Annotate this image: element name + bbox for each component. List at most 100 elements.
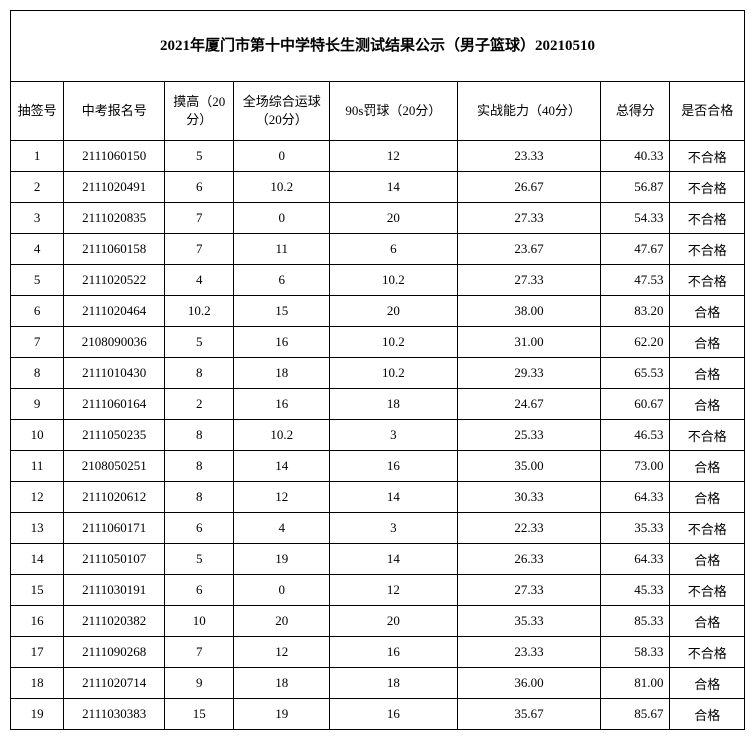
table-row: 12111060150501223.3340.33不合格 [11,141,745,172]
table-cell: 64.33 [601,482,670,513]
table-cell: 9 [165,668,234,699]
table-cell: 4 [165,265,234,296]
table-cell: 18 [234,668,330,699]
table-cell: 18 [11,668,64,699]
table-cell: 19 [11,699,64,730]
table-cell: 62.20 [601,327,670,358]
table-cell: 16 [330,637,458,668]
table-cell: 0 [234,575,330,606]
table-cell: 2111090268 [64,637,165,668]
table-cell: 16 [234,327,330,358]
col-header: 是否合格 [670,82,745,141]
table-cell: 合格 [670,327,745,358]
table-cell: 7 [11,327,64,358]
table-cell: 20 [330,203,458,234]
table-cell: 16 [330,699,458,730]
table-cell: 3 [330,513,458,544]
table-cell: 12 [234,482,330,513]
table-cell: 14 [11,544,64,575]
table-body: 12111060150501223.3340.33不合格221110204916… [11,141,745,730]
table-cell: 合格 [670,544,745,575]
table-cell: 17 [11,637,64,668]
table-cell: 10 [165,606,234,637]
table-row: 152111030191601227.3345.33不合格 [11,575,745,606]
table-cell: 23.67 [457,234,601,265]
table-cell: 2 [11,172,64,203]
table-row: 8211101043081810.229.3365.53合格 [11,358,745,389]
table-cell: 6 [234,265,330,296]
table-cell: 10.2 [165,296,234,327]
table-cell: 20 [330,606,458,637]
table-cell: 58.33 [601,637,670,668]
table-cell: 12 [330,141,458,172]
col-header: 抽签号 [11,82,64,141]
table-cell: 1 [11,141,64,172]
table-head: 2021年厦门市第十中学特长生测试结果公示（男子篮球）20210510 抽签号 … [11,11,745,141]
table-cell: 2111020382 [64,606,165,637]
table-cell: 23.33 [457,141,601,172]
table-cell: 15 [165,699,234,730]
table-row: 16211102038210202035.3385.33合格 [11,606,745,637]
table-cell: 35.67 [457,699,601,730]
table-cell: 2111060150 [64,141,165,172]
table-cell: 0 [234,141,330,172]
table-cell: 46.53 [601,420,670,451]
table-cell: 38.00 [457,296,601,327]
col-header: 实战能力（40分） [457,82,601,141]
page-wrap: 2021年厦门市第十中学特长生测试结果公示（男子篮球）20210510 抽签号 … [10,10,745,730]
table-cell: 27.33 [457,265,601,296]
table-cell: 11 [234,234,330,265]
table-row: 921110601642161824.6760.67合格 [11,389,745,420]
table-cell: 2111030191 [64,575,165,606]
table-cell: 7 [165,203,234,234]
table-cell: 60.67 [601,389,670,420]
table-cell: 25.33 [457,420,601,451]
table-cell: 2111030383 [64,699,165,730]
table-cell: 2111060158 [64,234,165,265]
table-cell: 81.00 [601,668,670,699]
col-header: 摸高（20分） [165,82,234,141]
table-cell: 2108050251 [64,451,165,482]
table-cell: 10.2 [330,358,458,389]
table-cell: 3 [330,420,458,451]
table-cell: 8 [165,482,234,513]
table-cell: 18 [330,389,458,420]
table-cell: 14 [234,451,330,482]
table-cell: 73.00 [601,451,670,482]
table-cell: 9 [11,389,64,420]
table-cell: 不合格 [670,420,745,451]
table-cell: 合格 [670,451,745,482]
table-cell: 20 [234,606,330,637]
table-cell: 85.67 [601,699,670,730]
table-cell: 23.33 [457,637,601,668]
table-cell: 2111060164 [64,389,165,420]
header-row: 抽签号 中考报名号 摸高（20分） 全场综合运球（20分） 90s罚球（20分）… [11,82,745,141]
table-cell: 13 [11,513,64,544]
table-cell: 2111020714 [64,668,165,699]
table-cell: 合格 [670,606,745,637]
table-cell: 合格 [670,389,745,420]
table-cell: 不合格 [670,637,745,668]
table-row: 13211106017164322.3335.33不合格 [11,513,745,544]
table-cell: 不合格 [670,234,745,265]
table-cell: 不合格 [670,265,745,296]
table-row: 1221110206128121430.3364.33合格 [11,482,745,513]
table-cell: 6 [330,234,458,265]
table-cell: 26.67 [457,172,601,203]
table-cell: 合格 [670,358,745,389]
table-cell: 合格 [670,482,745,513]
table-cell: 15 [11,575,64,606]
title-row: 2021年厦门市第十中学特长生测试结果公示（男子篮球）20210510 [11,11,745,82]
table-cell: 2108090036 [64,327,165,358]
table-cell: 19 [234,544,330,575]
table-cell: 2111020612 [64,482,165,513]
table-cell: 8 [165,451,234,482]
table-cell: 35.00 [457,451,601,482]
table-cell: 22.33 [457,513,601,544]
table-cell: 不合格 [670,575,745,606]
table-cell: 12 [330,575,458,606]
table-cell: 11 [11,451,64,482]
table-cell: 30.33 [457,482,601,513]
table-cell: 27.33 [457,203,601,234]
table-cell: 2 [165,389,234,420]
